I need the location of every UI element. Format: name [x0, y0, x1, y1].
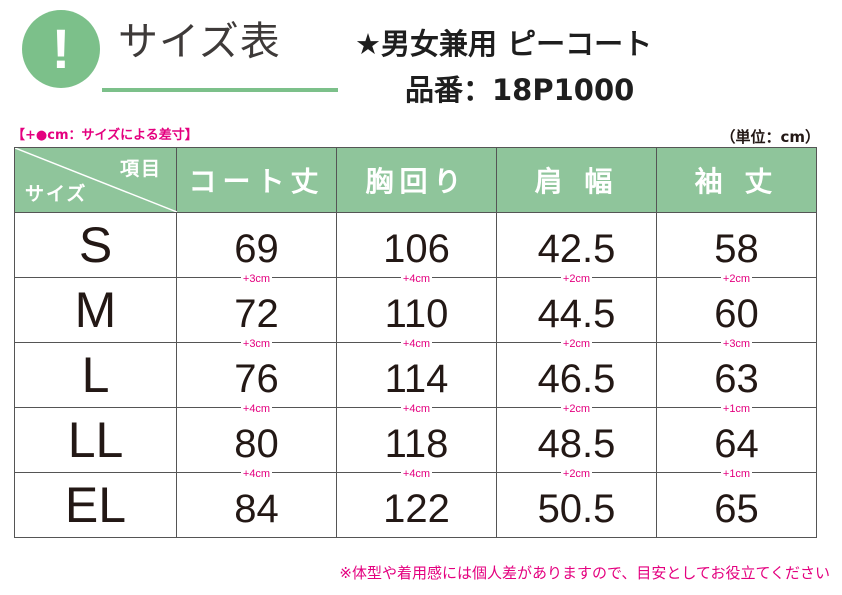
table-cell: 48.5 +2cm: [496, 407, 657, 481]
measurement-value: 72: [234, 292, 279, 336]
column-header-sleeve: 袖 丈: [656, 147, 817, 213]
measurement-value: 65: [714, 487, 759, 531]
measurement-value: 114: [384, 357, 449, 401]
table-cell: 118 +4cm: [336, 407, 497, 481]
measurement-value: 122: [383, 487, 450, 531]
table-cell: 64 +1cm: [656, 407, 817, 481]
size-diff-label: +4cm: [400, 272, 433, 286]
unit-note: （単位：cm）: [720, 128, 820, 146]
table-cell: 58 +2cm: [656, 212, 817, 286]
measurement-value: 106: [383, 227, 450, 271]
table-cell: 44.5 +2cm: [496, 277, 657, 351]
size-diff-label: +4cm: [400, 402, 433, 416]
table-cell: 72 +3cm: [176, 277, 337, 351]
size-diff-label: +1cm: [720, 402, 753, 416]
column-header-shoulder: 肩 幅: [496, 147, 657, 213]
size-diff-label: +1cm: [720, 467, 753, 481]
exclamation-icon: !: [22, 10, 100, 88]
corner-item-label: 項目: [119, 158, 162, 180]
measurement-value: 69: [234, 227, 279, 271]
table-row: LL 80 +4cm 118 +4cm 48.5 +2cm 64 +1cm: [14, 407, 817, 481]
measurement-value: 84: [234, 487, 279, 531]
size-label: L: [14, 342, 177, 408]
size-diff-label: +3cm: [720, 337, 753, 351]
table-cell: 60 +3cm: [656, 277, 817, 351]
corner-size-label: サイズ: [25, 183, 88, 205]
table-cell: 69 +3cm: [176, 212, 337, 286]
table-cell: 63 +1cm: [656, 342, 817, 416]
size-label: M: [14, 277, 177, 343]
measurement-value: 44.5: [537, 292, 616, 336]
table-cell: 46.5 +2cm: [496, 342, 657, 416]
page-title: サイズ表: [118, 19, 281, 65]
measurement-value: 60: [714, 292, 759, 336]
column-header-coat-length: コート丈: [176, 147, 337, 213]
badge-symbol: !: [51, 17, 71, 80]
measurement-value: 80: [234, 422, 279, 466]
size-diff-label: +3cm: [240, 272, 273, 286]
measurement-value: 58: [714, 227, 759, 271]
measurement-value: 63: [714, 357, 759, 401]
product-name: ★男女兼用 ピーコート: [355, 27, 653, 61]
size-table: 項目 サイズ コート丈 胸回り 肩 幅 袖 丈 S 69 +3cm 106 +4cm 42…: [14, 147, 817, 538]
measurement-value: 76: [234, 357, 279, 401]
table-cell: 114 +4cm: [336, 342, 497, 416]
diff-legend: 【+●cm：サイズによる差寸】: [12, 128, 198, 143]
size-label: S: [14, 212, 177, 278]
size-diff-label: +4cm: [240, 467, 273, 481]
title-underline: [102, 88, 338, 92]
measurement-value: 110: [384, 292, 449, 336]
size-diff-label: +4cm: [400, 337, 433, 351]
size-diff-label: +4cm: [240, 402, 273, 416]
measurement-value: 48.5: [537, 422, 616, 466]
size-diff-label: +2cm: [720, 272, 753, 286]
table-cell: 80 +4cm: [176, 407, 337, 481]
table-cell: 110 +4cm: [336, 277, 497, 351]
table-cell: 84: [176, 472, 337, 538]
table-cell: 106 +4cm: [336, 212, 497, 286]
size-diff-label: +4cm: [400, 467, 433, 481]
footnote: ※体型や着用感には個人差がありますので、目安としてお役立てください: [339, 564, 830, 582]
product-code: 品番：18P1000: [405, 73, 635, 107]
table-cell: 50.5: [496, 472, 657, 538]
measurement-value: 46.5: [537, 357, 616, 401]
measurement-value: 42.5: [537, 227, 616, 271]
table-row: L 76 +4cm 114 +4cm 46.5 +2cm 63 +1cm: [14, 342, 817, 416]
size-diff-label: +3cm: [240, 337, 273, 351]
measurement-value: 64: [714, 422, 759, 466]
size-diff-label: +2cm: [560, 467, 593, 481]
table-row: EL 84 122 50.5 65: [14, 472, 817, 538]
size-diff-label: +2cm: [560, 272, 593, 286]
size-diff-label: +2cm: [560, 337, 593, 351]
size-label: EL: [14, 472, 177, 538]
corner-diagonal: [15, 148, 177, 212]
size-diff-label: +2cm: [560, 402, 593, 416]
table-header-row: 項目 サイズ コート丈 胸回り 肩 幅 袖 丈: [14, 147, 817, 213]
corner-header: 項目 サイズ: [14, 147, 177, 213]
table-cell: 42.5 +2cm: [496, 212, 657, 286]
column-header-chest: 胸回り: [336, 147, 497, 213]
size-label: LL: [14, 407, 177, 473]
table-cell: 76 +4cm: [176, 342, 337, 416]
measurement-value: 118: [384, 422, 449, 466]
table-cell: 122: [336, 472, 497, 538]
table-row: S 69 +3cm 106 +4cm 42.5 +2cm 58 +2cm: [14, 212, 817, 286]
table-row: M 72 +3cm 110 +4cm 44.5 +2cm 60 +3cm: [14, 277, 817, 351]
measurement-value: 50.5: [537, 487, 616, 531]
table-cell: 65: [656, 472, 817, 538]
